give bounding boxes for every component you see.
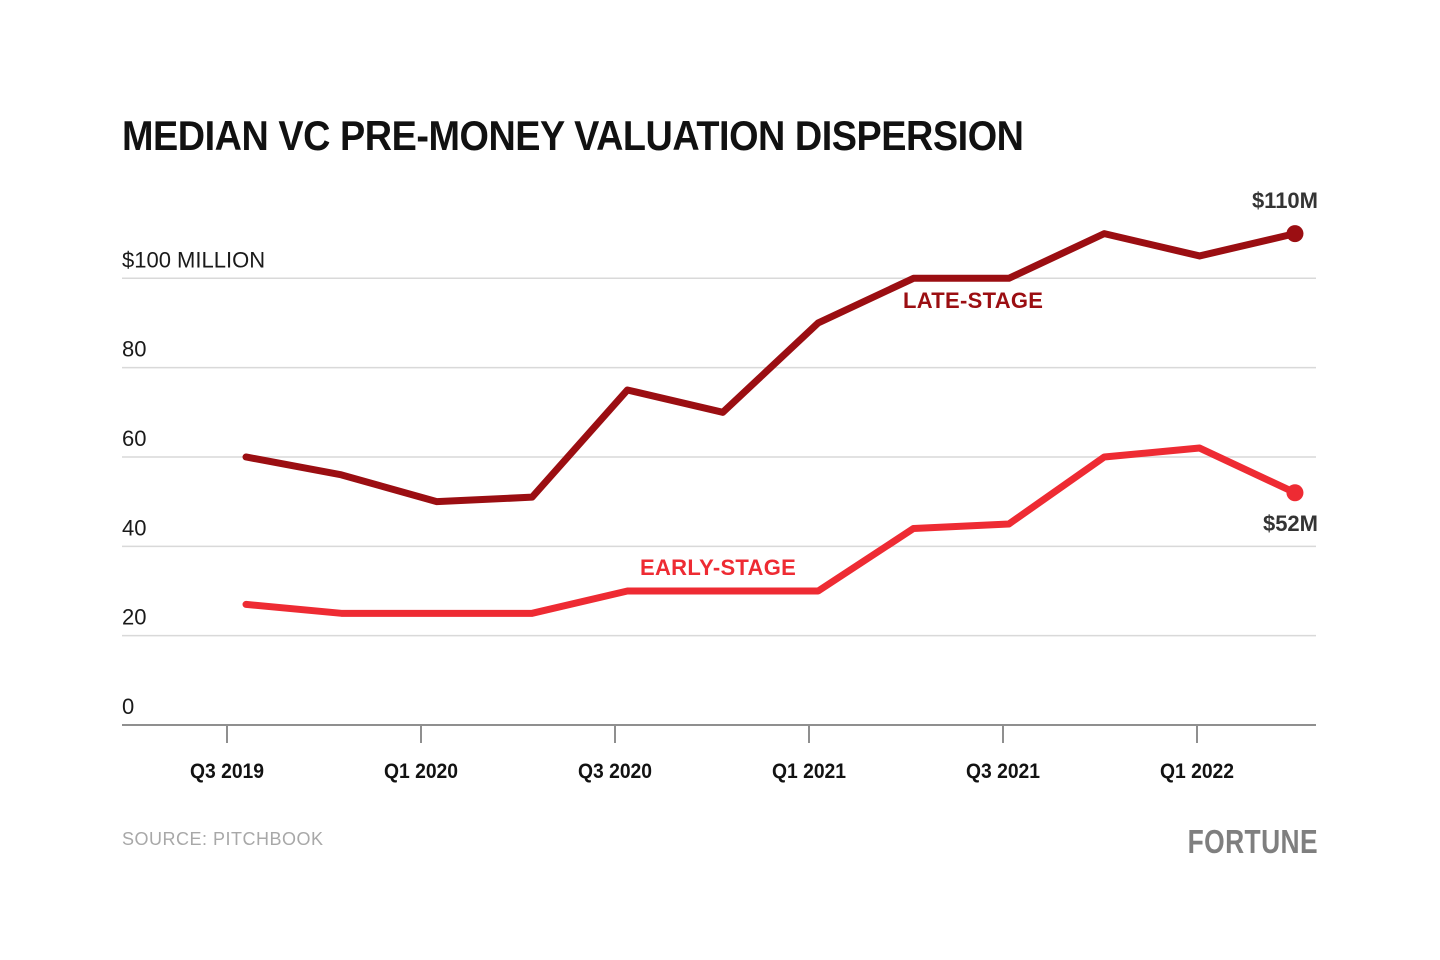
early-stage-end-dot xyxy=(1286,484,1304,502)
y-axis-label: 20 xyxy=(122,605,146,630)
y-axis-label: 0 xyxy=(122,694,134,719)
late-stage-label: LATE-STAGE xyxy=(903,288,1043,313)
x-axis-label: Q1 2020 xyxy=(384,760,458,783)
late-stage-end-dot xyxy=(1286,225,1304,243)
fortune-logo: FORTUNE xyxy=(1188,824,1318,860)
early-stage-line xyxy=(242,444,1299,617)
late-stage-end-value: $110M xyxy=(1252,188,1318,213)
late-stage-line xyxy=(242,230,1299,506)
x-axis-group: Q3 2019 Q1 2020 Q3 2020 Q1 2021 Q3 2021 Q1 20… xyxy=(122,724,1316,783)
y-axis-labels-group: 0 20 40 60 80 $100 MILLION xyxy=(122,247,265,719)
x-axis-label: Q1 2022 xyxy=(1160,760,1234,783)
y-axis-label: $100 MILLION xyxy=(122,247,265,272)
x-axis-label: Q3 2020 xyxy=(578,760,652,783)
x-axis-label: Q3 2021 xyxy=(966,760,1040,783)
y-axis-label: 80 xyxy=(122,337,146,362)
gridlines-group xyxy=(122,277,1316,637)
source-attribution: SOURCE: PITCHBOOK xyxy=(122,829,324,849)
chart-title: MEDIAN VC PRE-MONEY VALUATION DISPERSION xyxy=(122,113,1023,159)
x-axis-label: Q3 2019 xyxy=(190,760,264,783)
x-axis-label: Q1 2021 xyxy=(772,760,846,783)
early-stage-end-value: $52M xyxy=(1263,511,1318,536)
y-axis-label: 60 xyxy=(122,426,146,451)
early-stage-label: EARLY-STAGE xyxy=(640,555,796,580)
y-axis-label: 40 xyxy=(122,515,146,540)
